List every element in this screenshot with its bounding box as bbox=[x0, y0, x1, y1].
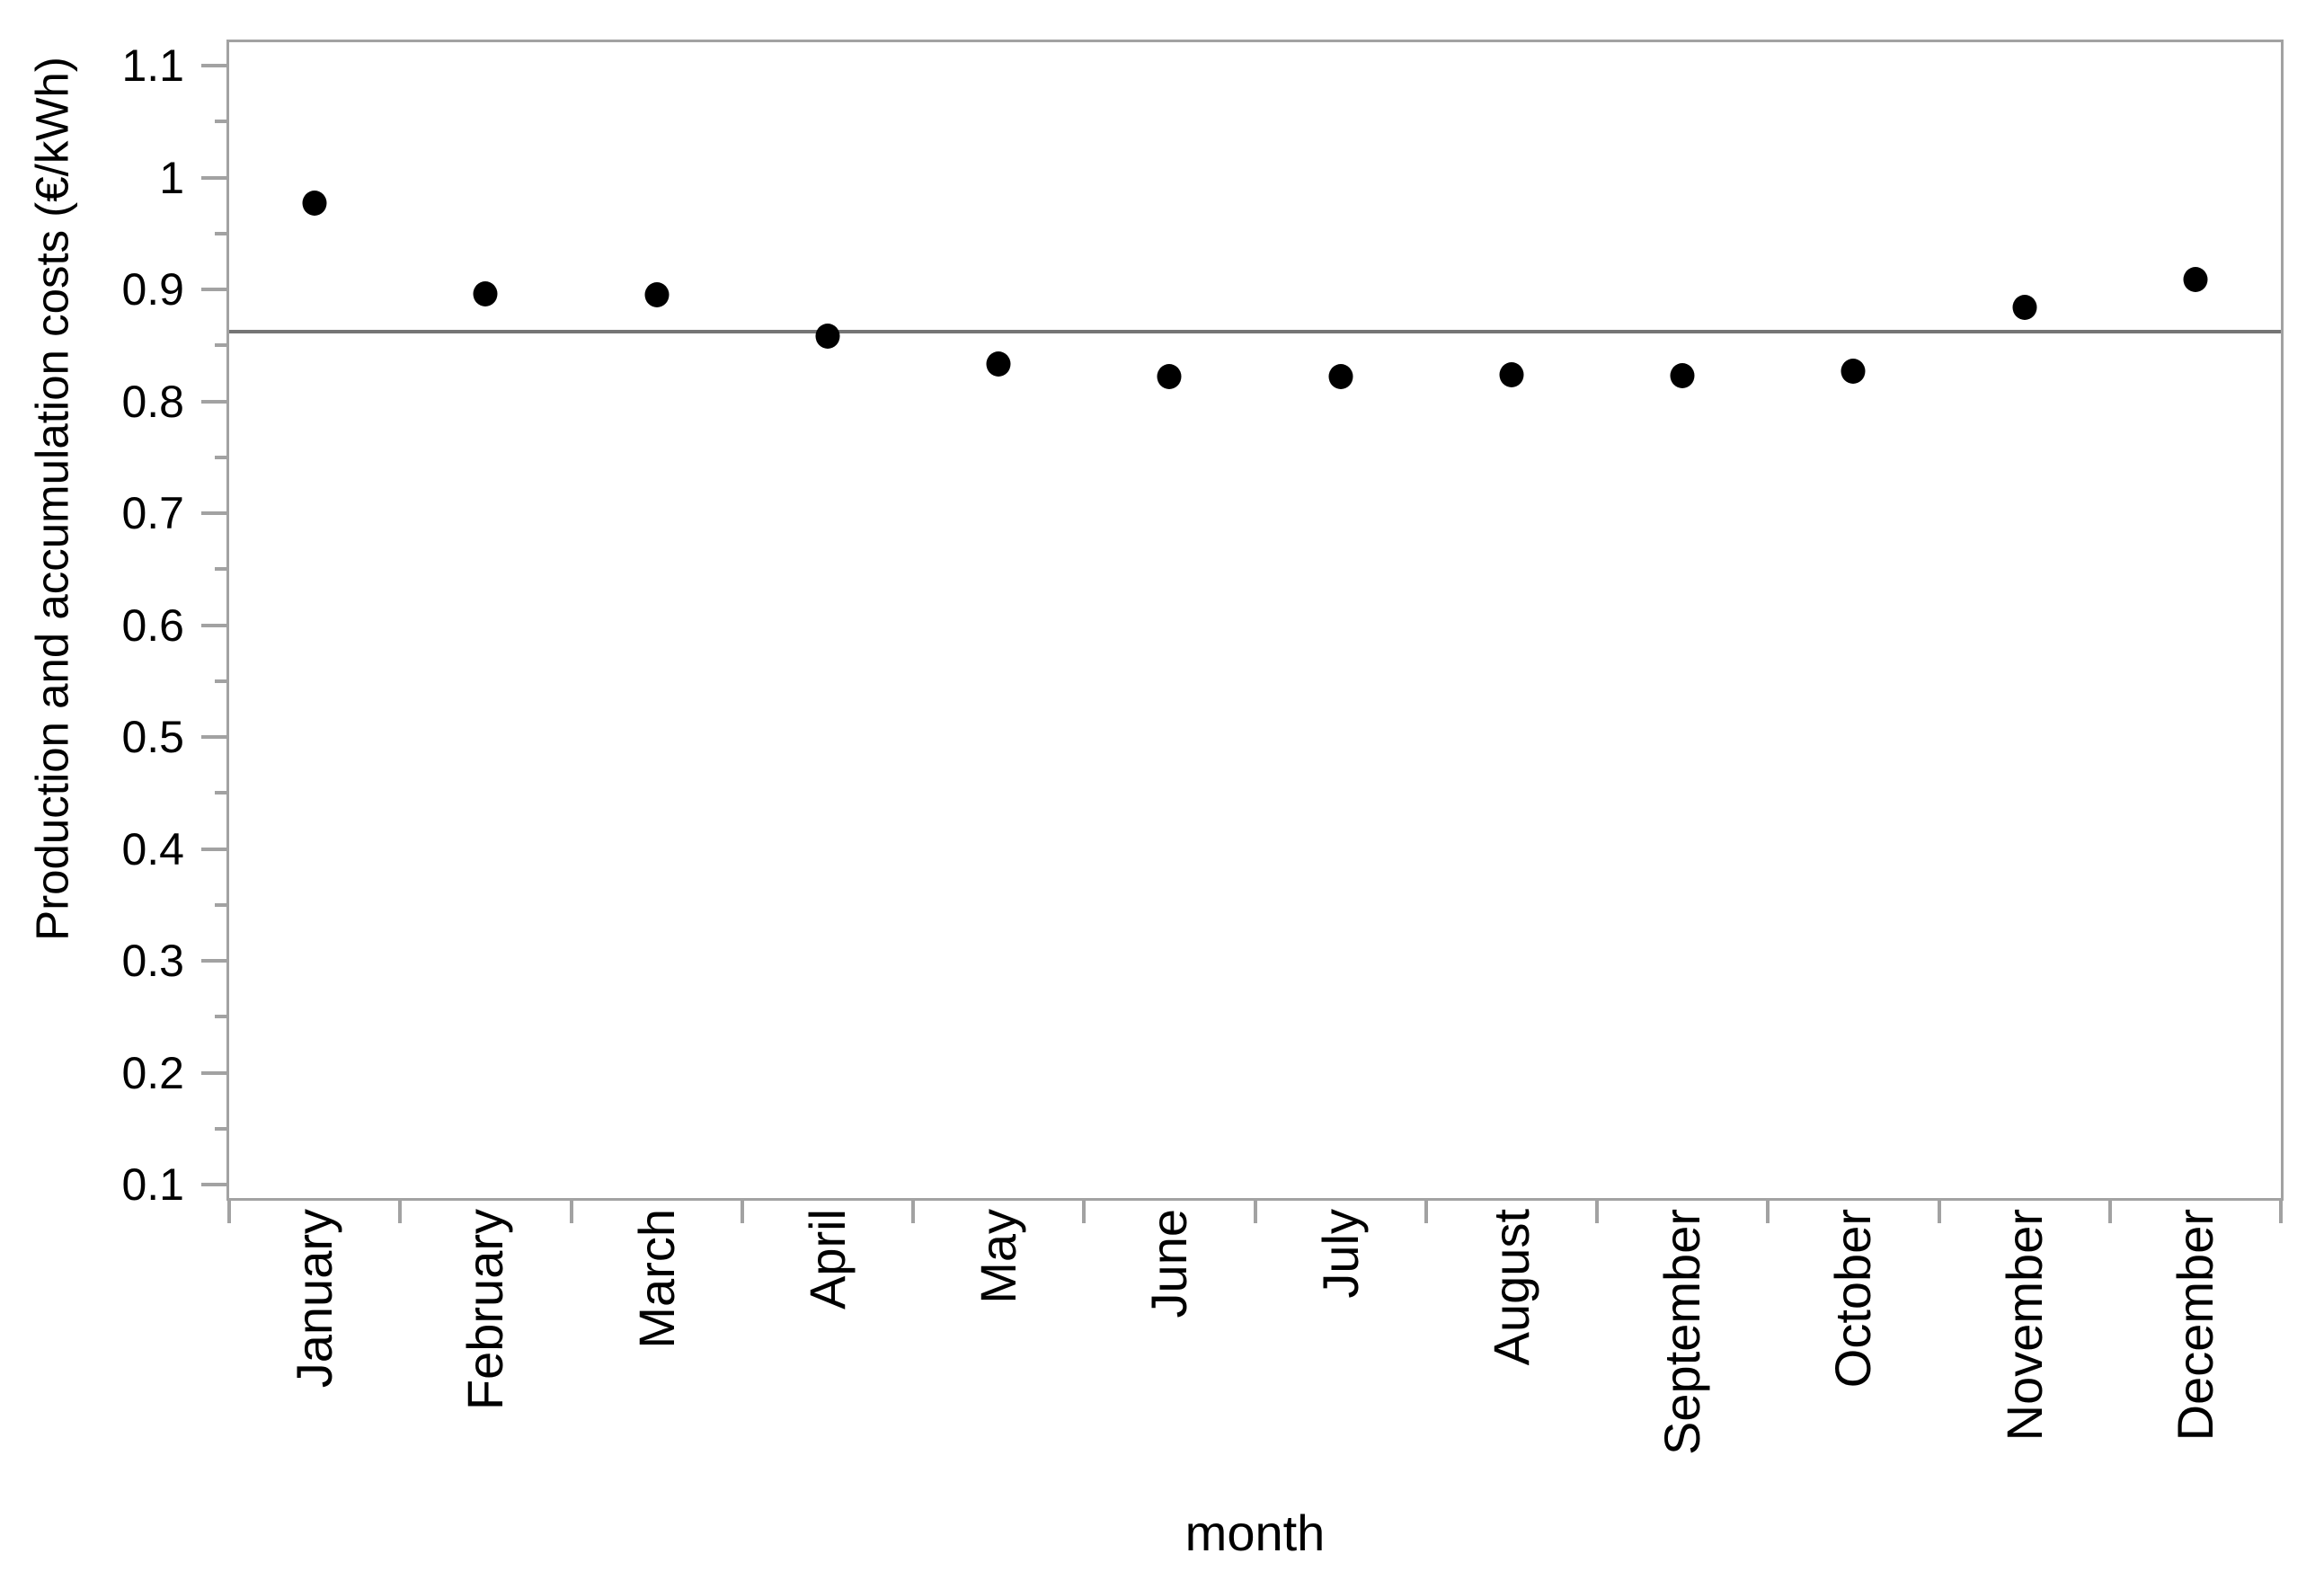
x-axis-label: February bbox=[457, 1209, 514, 1411]
data-point bbox=[1499, 361, 1524, 387]
x-axis-tick bbox=[1937, 1198, 1941, 1223]
data-point bbox=[473, 280, 498, 306]
data-point bbox=[2012, 294, 2037, 320]
y-axis-tick-label: 1.1 bbox=[121, 40, 184, 91]
y-axis-tick-label: 0.7 bbox=[121, 488, 184, 538]
y-axis-tick-label: 0.9 bbox=[121, 264, 184, 315]
x-axis-tick bbox=[1766, 1198, 1770, 1223]
data-point bbox=[1670, 362, 1695, 388]
y-axis-minor-tick bbox=[215, 902, 228, 907]
x-axis-title: month bbox=[1184, 1505, 1326, 1561]
y-axis-major-tick bbox=[201, 959, 228, 963]
x-axis-tick bbox=[911, 1198, 915, 1223]
x-axis-label: November bbox=[1995, 1209, 2053, 1442]
y-axis-tick-label: 0.8 bbox=[121, 376, 184, 427]
x-axis-tick bbox=[2279, 1198, 2283, 1223]
y-axis-minor-tick bbox=[215, 791, 228, 795]
x-axis-tick bbox=[569, 1198, 573, 1223]
x-axis-tick bbox=[740, 1198, 744, 1223]
x-axis-label: August bbox=[1482, 1209, 1539, 1366]
y-axis-tick-label: 0.3 bbox=[121, 936, 184, 986]
data-point bbox=[644, 282, 670, 308]
data-point bbox=[986, 351, 1011, 377]
y-axis-tick-label: 0.4 bbox=[121, 823, 184, 874]
y-axis-major-tick bbox=[201, 735, 228, 739]
y-axis-minor-tick bbox=[215, 679, 228, 683]
y-axis-minor-tick bbox=[215, 343, 228, 348]
reference-line bbox=[229, 330, 2281, 334]
x-axis-tick bbox=[398, 1198, 403, 1223]
x-axis-tick bbox=[1424, 1198, 1428, 1223]
y-axis-minor-tick bbox=[215, 567, 228, 572]
x-axis-label: July bbox=[1311, 1209, 1369, 1299]
data-point bbox=[302, 191, 327, 217]
y-axis-tick-label: 0.2 bbox=[121, 1047, 184, 1098]
data-point bbox=[815, 324, 840, 350]
y-axis-tick-label: 0.6 bbox=[121, 599, 184, 651]
y-axis-major-tick bbox=[201, 175, 228, 180]
x-axis-tick bbox=[1595, 1198, 1599, 1223]
x-axis-tick bbox=[227, 1198, 231, 1223]
data-point bbox=[2183, 266, 2208, 292]
x-axis-tick bbox=[1253, 1198, 1257, 1223]
x-axis-label: March bbox=[627, 1209, 685, 1349]
y-axis-major-tick bbox=[201, 623, 228, 627]
y-axis-minor-tick bbox=[215, 1126, 228, 1131]
y-axis-major-tick bbox=[201, 847, 228, 851]
x-axis-label: September bbox=[1654, 1209, 1711, 1455]
y-axis-minor-tick bbox=[215, 231, 228, 235]
y-axis-tick-label: 1 bbox=[159, 152, 184, 203]
y-axis-title: Production and accumulation costs (€/kWh… bbox=[26, 57, 78, 941]
data-point bbox=[1157, 364, 1182, 390]
y-axis-minor-tick bbox=[215, 120, 228, 124]
y-axis-major-tick bbox=[201, 1183, 228, 1186]
y-axis-minor-tick bbox=[215, 1015, 228, 1019]
plot-area bbox=[226, 40, 2284, 1201]
x-axis-tick bbox=[2107, 1198, 2112, 1223]
x-axis-label: October bbox=[1824, 1209, 1882, 1389]
y-axis-tick-label: 0.1 bbox=[121, 1159, 184, 1210]
y-axis-major-tick bbox=[201, 288, 228, 291]
y-axis-major-tick bbox=[201, 64, 228, 67]
data-point bbox=[1841, 358, 1866, 384]
y-axis-major-tick bbox=[201, 1070, 228, 1075]
x-axis-label: April bbox=[798, 1209, 856, 1310]
y-axis-major-tick bbox=[201, 511, 228, 515]
x-axis-label: June bbox=[1140, 1209, 1198, 1318]
x-axis-label: January bbox=[286, 1209, 343, 1389]
y-axis-tick-label: 0.5 bbox=[121, 712, 184, 762]
x-axis-tick bbox=[1082, 1198, 1087, 1223]
x-axis-label: May bbox=[970, 1209, 1027, 1304]
data-point bbox=[1328, 364, 1353, 390]
y-axis-major-tick bbox=[201, 399, 228, 404]
y-axis-minor-tick bbox=[215, 455, 228, 459]
x-axis-label: December bbox=[2166, 1209, 2223, 1442]
